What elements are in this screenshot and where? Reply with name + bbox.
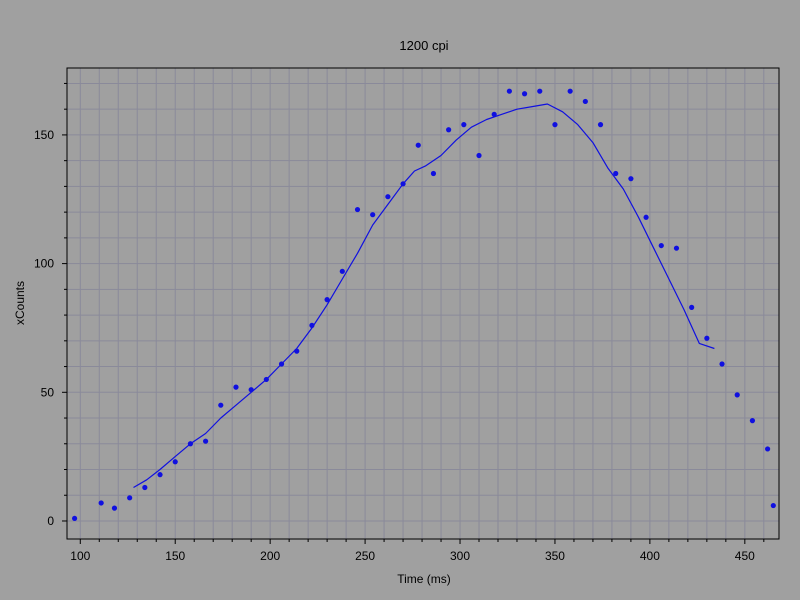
data-point bbox=[203, 438, 209, 444]
x-tick-label: 250 bbox=[355, 549, 375, 563]
data-point bbox=[446, 127, 452, 133]
data-point bbox=[537, 88, 543, 94]
data-point bbox=[324, 297, 330, 303]
data-point bbox=[111, 505, 118, 511]
y-axis-label: xCounts bbox=[13, 281, 27, 325]
data-point bbox=[628, 176, 634, 182]
data-point bbox=[172, 459, 178, 465]
data-point bbox=[582, 98, 588, 105]
data-point bbox=[218, 402, 224, 408]
data-point bbox=[719, 361, 725, 367]
y-tick-label: 0 bbox=[47, 514, 54, 528]
data-point bbox=[643, 214, 649, 220]
data-point bbox=[127, 495, 133, 501]
data-point bbox=[370, 212, 376, 218]
data-point bbox=[385, 194, 391, 200]
grid bbox=[67, 68, 779, 539]
series-group bbox=[71, 88, 776, 522]
data-point bbox=[734, 392, 740, 398]
x-tick-label: 350 bbox=[545, 549, 565, 563]
y-tick-label: 100 bbox=[34, 257, 54, 271]
plot-area bbox=[67, 68, 779, 539]
x-tick-label: 400 bbox=[640, 549, 660, 563]
data-point bbox=[98, 500, 104, 506]
data-point bbox=[689, 304, 695, 310]
data-point bbox=[704, 335, 710, 341]
data-point bbox=[354, 206, 361, 213]
plot-frame bbox=[66, 67, 780, 540]
x-tick-label: 450 bbox=[735, 549, 755, 563]
data-point bbox=[552, 122, 558, 128]
data-point bbox=[415, 142, 421, 148]
data-point bbox=[658, 242, 664, 249]
data-point bbox=[233, 384, 239, 390]
data-point bbox=[749, 418, 756, 424]
x-tick-label: 200 bbox=[260, 549, 280, 563]
data-point bbox=[765, 446, 771, 452]
data-point bbox=[142, 484, 148, 491]
data-point bbox=[567, 88, 573, 94]
axis-ticks: 100 150 200 250 300 350 400 450 0 50 100 150 bbox=[34, 82, 765, 563]
data-point bbox=[597, 122, 604, 128]
data-point bbox=[461, 122, 467, 128]
x-tick-label: 100 bbox=[70, 549, 90, 563]
data-point bbox=[430, 170, 437, 177]
data-point bbox=[521, 91, 528, 97]
smoothed-line bbox=[133, 103, 715, 489]
x-axis-label: Time (ms) bbox=[397, 572, 451, 586]
y-tick-label: 150 bbox=[34, 128, 54, 142]
data-point bbox=[71, 515, 78, 522]
x-tick-label: 300 bbox=[450, 549, 470, 563]
data-point bbox=[491, 111, 497, 117]
data-point bbox=[476, 152, 482, 159]
data-point bbox=[157, 472, 163, 478]
data-point bbox=[506, 88, 512, 94]
data-point bbox=[770, 502, 776, 509]
data-point bbox=[339, 268, 345, 274]
y-tick-label: 50 bbox=[41, 385, 55, 399]
chart-title: 1200 cpi bbox=[399, 38, 448, 53]
x-tick-label: 150 bbox=[165, 549, 185, 563]
data-point bbox=[613, 170, 619, 177]
data-point bbox=[673, 245, 680, 251]
